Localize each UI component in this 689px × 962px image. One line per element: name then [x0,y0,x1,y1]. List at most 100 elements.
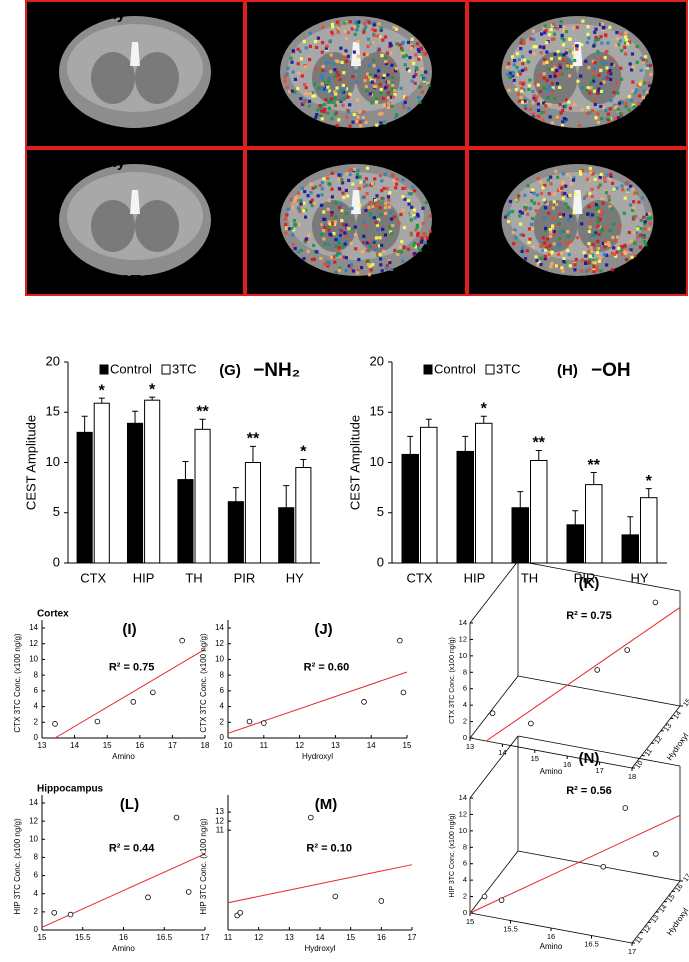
map-pixel [283,217,287,221]
error-bar [627,516,634,535]
map-pixel [611,181,615,185]
map-pixel [540,100,544,104]
map-pixel [402,246,406,250]
map-pixel [575,44,579,48]
map-pixel [575,47,579,51]
map-pixel [361,116,365,120]
map-pixel [338,227,342,232]
map-pixel [635,231,639,235]
map-pixel [363,78,367,83]
map-pixel [380,179,384,183]
x-tick-label: 15 [466,917,474,926]
map-pixel [298,49,302,53]
map-pixel [355,172,360,176]
panel-label: (F) [473,154,491,170]
map-pixel [592,69,596,73]
box-edge [631,705,681,769]
map-pixel [406,247,411,251]
map-pixel [316,108,320,112]
map-pixel [285,213,289,217]
map-pixel [619,112,623,116]
map-pixel [399,212,403,217]
map-pixel [601,106,605,110]
map-pixel [327,89,331,93]
map-pixel [599,81,603,86]
significance: * [99,382,106,399]
map-pixel [556,74,560,78]
map-pixel [305,237,309,241]
x-tick-label: 16 [547,932,555,941]
map-pixel [318,183,322,187]
error-bar [480,415,487,424]
map-pixel [343,56,347,60]
map-pixel [315,45,319,50]
map-pixel [351,120,355,124]
bar [76,431,93,564]
bar [640,497,658,564]
brain-inner [91,52,135,104]
map-pixel [510,55,515,59]
map-pixel [592,44,596,48]
panel-label: (C) [473,6,492,22]
map-pixel [341,245,345,249]
map-pixel [330,91,334,95]
map-pixel [555,68,559,73]
map-pixel [596,220,600,224]
map-pixel [546,178,550,182]
map-pixel [332,62,337,66]
map-pixel [511,70,515,74]
map-pixel [355,80,359,84]
map-pixel [283,74,287,78]
x-tick-label: 15 [38,933,47,942]
map-pixel [321,25,325,29]
map-pixel [585,88,589,92]
map-pixel [600,229,604,233]
legend-swatch [99,364,109,375]
map-pixel [584,254,588,258]
map-pixel [304,86,308,90]
map-pixel [624,52,628,56]
map-pixel [629,184,633,188]
map-pixel [584,194,588,199]
map-pixel [356,40,360,44]
y-tick-label: 6 [34,871,39,880]
map-pixel [534,209,538,213]
y-tick-label: 15 [46,404,60,419]
map-pixel [543,57,547,61]
map-pixel [530,199,534,203]
map-pixel [361,119,365,123]
map-pixel [416,231,420,235]
map-pixel [568,106,572,110]
map-pixel [602,76,606,81]
map-pixel [341,191,345,195]
panel-label: (L) [120,796,139,813]
map-pixel [401,186,405,190]
map-pixel [578,169,583,174]
map-pixel [553,25,557,29]
map-pixel [577,124,582,128]
z-tick-label: 4 [463,875,467,884]
map-pixel [327,181,331,185]
map-pixel [513,228,517,232]
map-pixel [340,209,344,213]
bar [278,507,295,564]
map-pixel [416,245,421,249]
map-pixel [594,231,598,235]
map-pixel [409,211,413,216]
map-pixel [592,265,596,269]
map-pixel [606,241,611,245]
map-pixel [515,66,519,70]
map-pixel [633,254,637,258]
fit-line [227,864,413,904]
map-pixel [327,100,331,105]
map-pixel [339,203,343,207]
map-pixel [623,196,627,200]
map-pixel [392,215,396,219]
map-pixel [589,81,594,85]
map-pixel [528,206,532,211]
map-pixel [565,64,570,68]
map-pixel [569,182,574,186]
map-pixel [644,243,648,247]
map-pixel [587,66,591,70]
